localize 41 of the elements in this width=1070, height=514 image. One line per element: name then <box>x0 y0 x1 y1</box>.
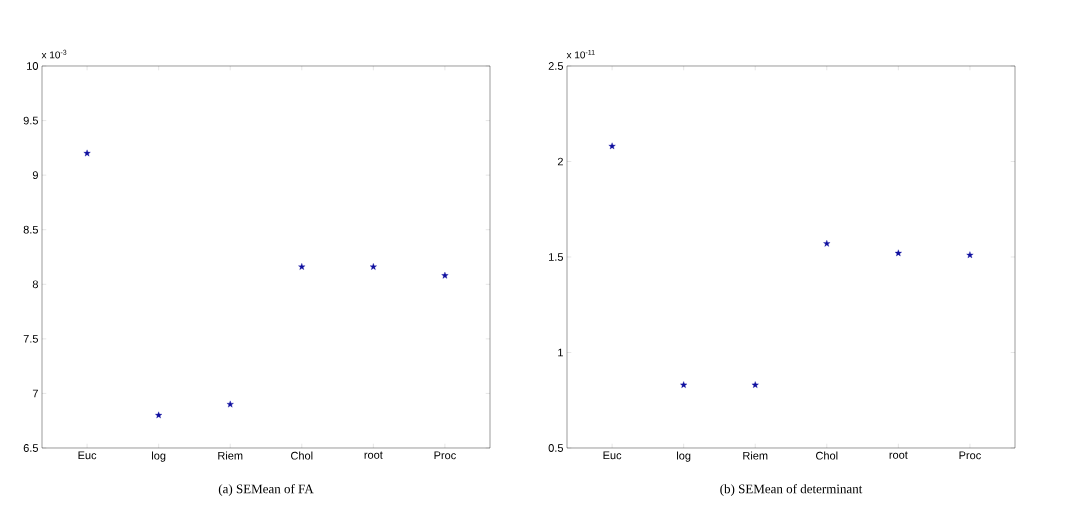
point <box>751 381 759 388</box>
x-tick-label: root <box>364 451 383 459</box>
point <box>369 263 377 270</box>
y-tick-label: 8 <box>32 280 38 289</box>
point <box>298 263 306 270</box>
x-tick-label: Chol <box>816 451 838 460</box>
x-tick-label: Riem <box>218 451 243 460</box>
x-tick-label: Euc <box>78 451 97 460</box>
y-tick-label: 7.5 <box>23 335 38 343</box>
y-tick-label: 8.5 <box>23 225 38 234</box>
y-tick-label: 1.5 <box>549 253 563 261</box>
y-tick-label: 2.5 <box>548 62 563 70</box>
text: (a) SEMean of FA <box>218 484 314 496</box>
y-tick-label: 0.5 <box>548 444 563 452</box>
text: (b) SEMean of determinant <box>720 484 863 496</box>
x-tick-label: Euc <box>603 451 622 460</box>
y-tick-label: 2 <box>557 157 563 166</box>
x-tick-label: Riem <box>743 451 768 460</box>
text: x 10$^{-3}$ <box>41 49 67 59</box>
point <box>894 249 902 257</box>
text: x 10$^{-11}$ <box>566 49 595 59</box>
point <box>83 149 91 157</box>
y-tick-label: 7 <box>32 389 38 398</box>
y-tick-label: 9 <box>32 171 38 180</box>
x-tick-label: Proc <box>434 451 456 460</box>
point <box>608 142 616 150</box>
point <box>441 271 449 279</box>
point <box>155 411 163 419</box>
point <box>823 239 831 247</box>
y-tick-label: 1 <box>558 348 563 357</box>
y-tick-label: 6.5 <box>23 444 38 452</box>
x-tick-label: log <box>152 451 166 462</box>
x-tick-label: Proc <box>959 451 981 460</box>
y-tick-label: 9.5 <box>23 116 38 125</box>
x-tick-label: root <box>889 451 908 459</box>
x-tick-label: Chol <box>291 451 313 460</box>
point <box>226 400 234 408</box>
point <box>966 251 974 259</box>
x-tick-label: log <box>677 451 691 462</box>
y-tick-label: 10 <box>27 62 39 70</box>
point <box>680 381 688 388</box>
